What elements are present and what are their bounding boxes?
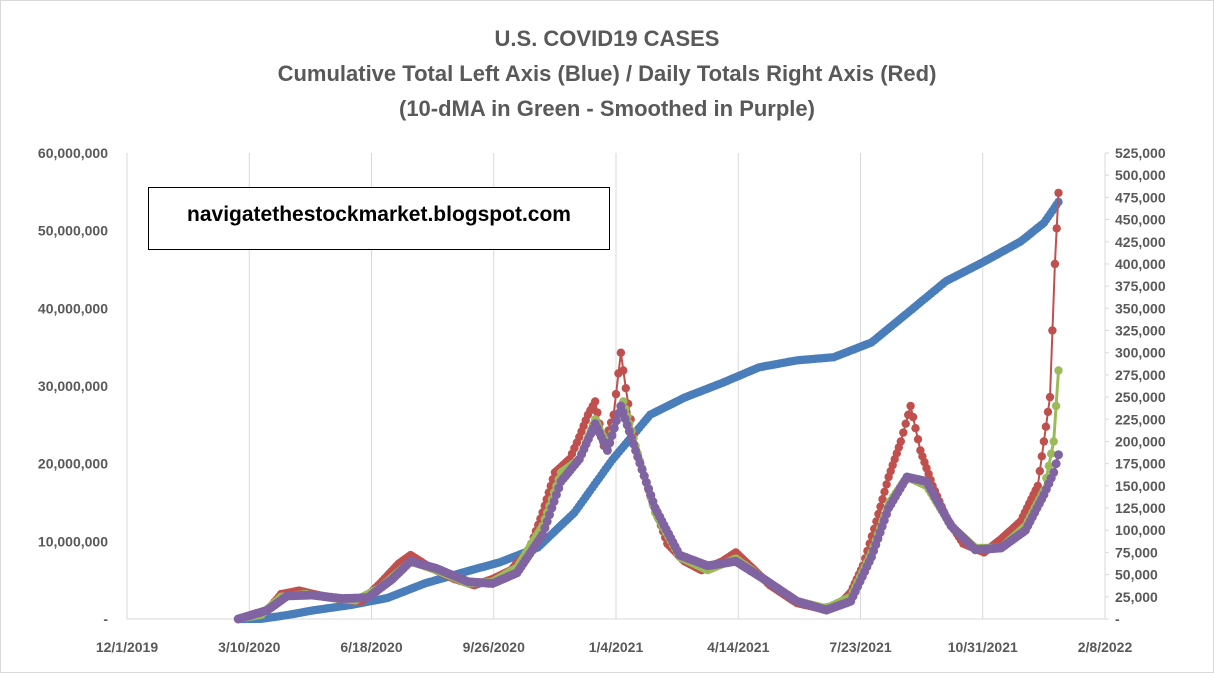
y-right-tick-label: 225,000 [1115,411,1166,427]
chart-title: U.S. COVID19 CASES [494,26,720,51]
daily-cases-point [899,428,908,437]
daily-cases-point [1054,188,1063,198]
daily-cases-point [913,435,923,444]
daily-cases-point [1035,466,1045,476]
y-left-tick-label: 40,000,000 [38,300,108,316]
x-tick-label: 2/8/2022 [1078,639,1133,655]
y-left-tick-label: 60,000,000 [38,145,108,161]
y-right-tick-label: 175,000 [1115,456,1166,472]
y-right-tick-label: 475,000 [1115,189,1166,205]
y-right-tick-label: 100,000 [1115,522,1166,538]
watermark-text: navigatethestockmarket.blogspot.com [187,203,571,226]
y-left-tick-label: 10,000,000 [38,533,108,549]
y-right-tick-label: 300,000 [1115,345,1166,361]
y-right-tick-label: 375,000 [1115,278,1166,294]
y-left-tick-label: 30,000,000 [38,378,108,394]
ten-day-ma-point [1054,366,1063,375]
x-tick-label: 6/18/2020 [340,639,402,655]
daily-cases-point [621,384,630,393]
x-tick-label: 7/23/2021 [829,639,891,655]
x-tick-label: 1/4/2021 [589,639,644,655]
smoothed-point [1051,459,1061,469]
daily-cases-point [1045,392,1055,402]
smoothed-point [1054,450,1063,460]
daily-cases-point [1052,224,1061,233]
x-tick-label: 12/1/2019 [96,639,158,655]
daily-cases-point [901,419,910,428]
daily-cases-point [1041,422,1051,431]
y-right-tick-label: 25,000 [1115,589,1158,605]
x-tick-label: 10/31/2021 [948,639,1018,655]
y-right-tick-label: 350,000 [1115,300,1166,316]
daily-cases-point [1048,326,1057,335]
daily-cases-point [882,480,891,489]
y-right-tick-label: 450,000 [1115,212,1166,228]
daily-cases-point [1033,481,1043,491]
y-right-tick-label: 425,000 [1115,234,1166,250]
y-left-tick-label: 50,000,000 [38,223,108,239]
y-right-tick-label: - [1115,611,1120,627]
x-tick-label: 3/10/2020 [218,639,280,655]
daily-cases-point [548,475,557,484]
chart-subtitle-note: (10-dMA in Green - Smoothed in Purple) [399,96,815,121]
daily-cases-point [880,487,889,496]
daily-cases-point [908,412,918,422]
x-tick-label: 4/14/2021 [707,639,769,655]
cumulative-cases-line [238,201,1060,621]
ten-day-ma-point [1051,401,1061,411]
daily-cases-point [619,366,628,375]
daily-cases-point [896,437,905,446]
watermark-box: navigatethestockmarket.blogspot.com [148,187,610,250]
smoothed-point [602,445,612,455]
y-left-tick-label: 20,000,000 [38,456,108,472]
daily-cases-point [1037,452,1047,461]
ten-day-ma-point [1047,449,1056,458]
ten-day-ma-point [1049,437,1058,446]
daily-cases-point [593,408,602,417]
y-right-tick-label: 50,000 [1115,567,1158,583]
daily-cases-point [1050,259,1060,269]
daily-cases-point [911,424,920,433]
y-right-tick-label: 400,000 [1115,256,1166,272]
y-right-tick-label: 150,000 [1115,478,1166,494]
ten-day-ma-point [1044,461,1054,471]
daily-cases-point [878,495,887,504]
daily-cases-point [611,389,621,399]
y-right-tick-label: 500,000 [1115,167,1166,183]
y-right-tick-label: 125,000 [1115,500,1166,516]
x-tick-label: 9/26/2020 [463,639,525,655]
y-right-tick-label: 525,000 [1115,145,1166,161]
smoothed-point [609,423,619,433]
y-right-tick-label: 275,000 [1115,367,1166,383]
smoothed-point [605,438,615,448]
daily-cases-point [591,397,600,406]
y-right-tick-label: 325,000 [1115,323,1166,339]
y-right-tick-label: 200,000 [1115,433,1166,449]
daily-cases-point [616,348,626,357]
y-left-tick-label: - [103,611,108,627]
chart-subtitle: Cumulative Total Left Axis (Blue) / Dail… [277,61,937,86]
y-right-tick-label: 250,000 [1115,389,1166,405]
daily-cases-point [906,401,915,411]
smoothed-point [607,431,617,441]
smoothed-line [237,404,1060,621]
daily-cases-point [1043,407,1053,417]
smoothed-point [1049,468,1059,477]
daily-cases-point [1039,437,1049,446]
y-right-tick-label: 75,000 [1115,544,1158,560]
smoothed-point [611,416,621,426]
daily-cases-line [237,192,1060,620]
